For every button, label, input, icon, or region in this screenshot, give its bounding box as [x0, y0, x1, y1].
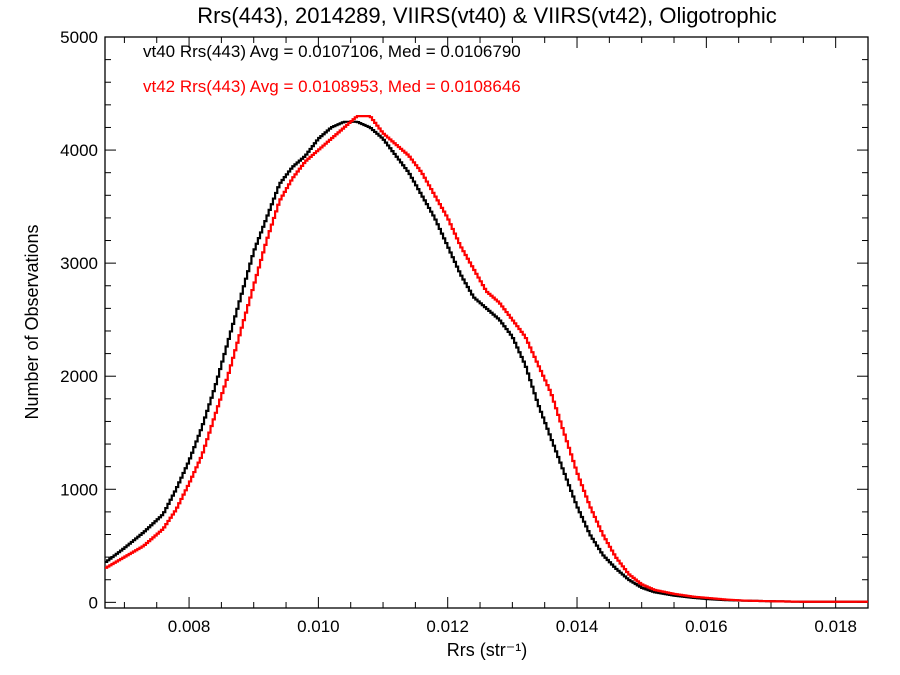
- legend-entry-vt42: vt42 Rrs(443) Avg = 0.0108953, Med = 0.0…: [143, 77, 521, 96]
- legend-entry-vt40: vt40 Rrs(443) Avg = 0.0107106, Med = 0.0…: [143, 42, 521, 61]
- plot-area: 0.008 0.010 0.012 0.014 0.016 0.018 0 1000 2000 3…: [60, 28, 869, 636]
- y-axis-label: Number of Observations: [22, 224, 42, 419]
- y-tick-label: 0: [89, 593, 98, 612]
- y-tick-label: 4000: [60, 141, 98, 160]
- series-line-vt42: [105, 115, 868, 603]
- x-axis-label: Rrs (str⁻¹): [447, 640, 527, 660]
- x-tick-label: 0.018: [814, 617, 857, 636]
- series-line-vt40: [105, 120, 868, 603]
- x-tick-label: 0.010: [297, 617, 340, 636]
- x-tick-label: 0.016: [685, 617, 728, 636]
- y-tick-label: 2000: [60, 367, 98, 386]
- chart-title: Rrs(443), 2014289, VIIRS(vt40) & VIIRS(v…: [197, 3, 777, 28]
- y-tick-label: 5000: [60, 28, 98, 47]
- y-tick-label: 3000: [60, 254, 98, 273]
- x-tick-label: 0.012: [426, 617, 469, 636]
- plot-frame: [104, 36, 869, 609]
- x-tick-label: 0.014: [556, 617, 599, 636]
- x-tick-label: 0.008: [168, 617, 211, 636]
- y-tick-label: 1000: [60, 480, 98, 499]
